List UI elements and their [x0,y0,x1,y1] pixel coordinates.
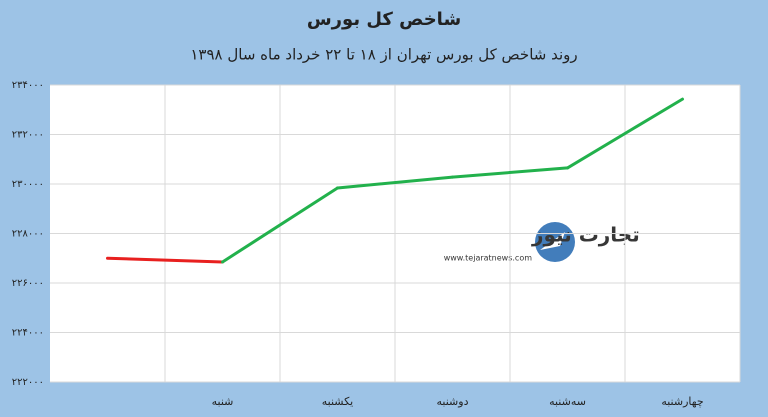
x-tick-label: سه‌شنبه [549,395,586,408]
line-segment [336,175,454,190]
x-tick-label: چهارشنبه [661,395,703,408]
line-segment [106,256,224,264]
logo-arrow [540,232,565,250]
watermark-name: تجارت نیوز [531,223,640,247]
x-tick-label: یکشنبه [322,395,354,408]
x-tick-label: دوشنبه [437,395,469,408]
line-segment [566,97,684,170]
line-segment [451,166,569,179]
y-tick-label: ۲۳۲۰۰۰ [12,130,44,141]
watermark-url: www.tejaratnews.com [444,254,532,263]
x-tick-label: شنبه [212,395,234,408]
y-tick-label: ۲۳۴۰۰۰ [12,80,44,91]
chart-subtitle: روند شاخص کل بورس تهران از ۱۸ تا ۲۲ خردا… [190,46,577,64]
chart-title: شاخص کل بورس [307,9,461,30]
watermark: تجارت نیوز www.tejaratnews.com [444,222,640,263]
y-tick-label: ۲۲۶۰۰۰ [12,278,44,289]
line-segment [221,186,339,264]
y-tick-label: ۲۲۸۰۰۰ [12,229,44,240]
y-tick-label: ۲۲۴۰۰۰ [12,328,44,339]
y-tick-label: ۲۳۰۰۰۰ [12,179,44,190]
y-tick-label: ۲۲۲۰۰۰ [12,377,44,388]
